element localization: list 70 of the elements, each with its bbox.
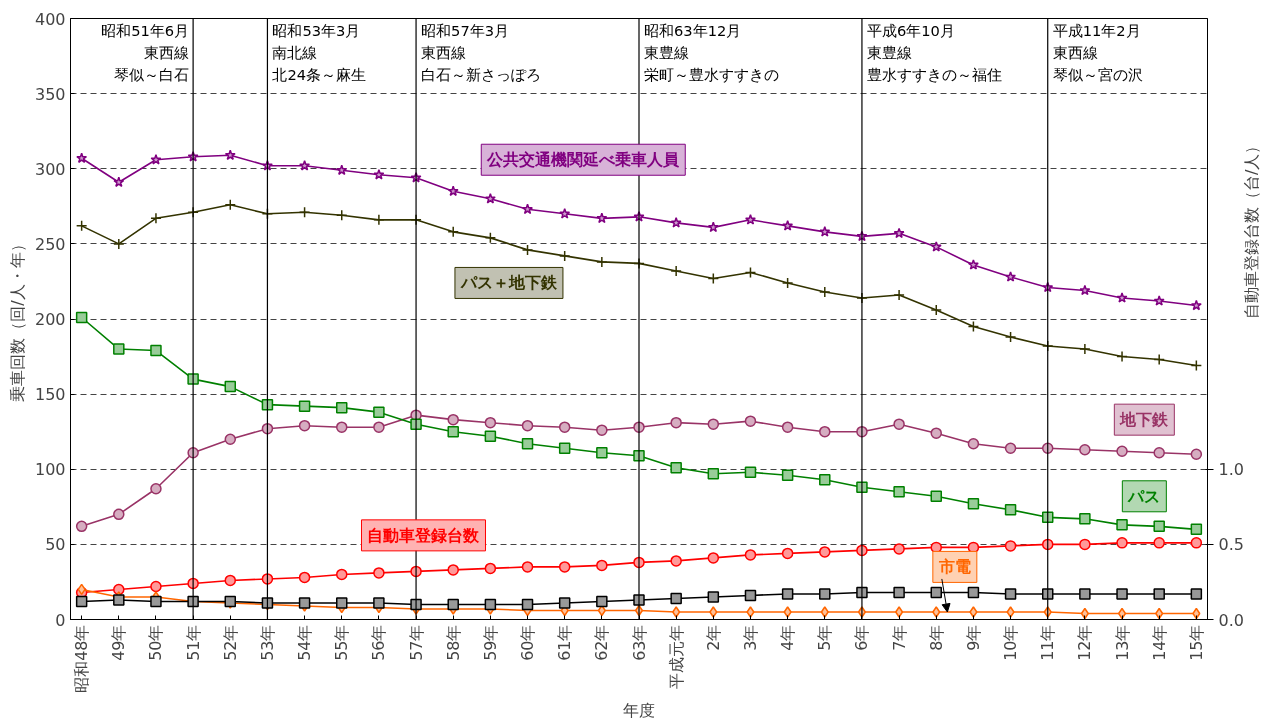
annotation: 琴似～白石 — [114, 65, 190, 83]
x-tick-label: 55年 — [332, 624, 352, 661]
x-tick-label: 52年 — [220, 624, 240, 661]
x-tick-label: 8年 — [926, 624, 946, 651]
x-tick-label: 49年 — [109, 624, 129, 661]
series-label: パス＋地下鉄 — [459, 273, 558, 293]
y2-tick-label: 0.5 — [1218, 535, 1244, 555]
x-tick-label: 60年 — [518, 624, 538, 661]
y-tick-label: 0 — [55, 610, 66, 630]
annotation: 東豊線 — [866, 43, 912, 61]
x-tick-label: 14年 — [1149, 624, 1169, 661]
y-axis-title: 乗車回数（回/人・年） — [7, 236, 27, 402]
annotation: 南北線 — [272, 43, 318, 61]
x-tick-label: 5年 — [815, 624, 835, 651]
annotation: 豊水すすきの～福住 — [866, 65, 1002, 83]
x-tick-label: 11年 — [1038, 624, 1058, 661]
ref-line-label: 平成6年10月 — [866, 21, 955, 39]
x-tick-label: 57年 — [406, 624, 426, 661]
x-tick-label: 13年 — [1112, 624, 1132, 661]
x-tick-label: 2年 — [703, 624, 723, 651]
x-tick-label: 58年 — [443, 624, 463, 661]
x-axis-title: 年度 — [623, 700, 655, 720]
series-label: 市電 — [937, 557, 971, 577]
annotation: 栄町～豊水すすきの — [644, 65, 779, 83]
x-tick-label: 4年 — [778, 624, 798, 651]
y-tick-label: 350 — [34, 84, 66, 104]
x-tick-label: 54年 — [295, 624, 315, 661]
x-tick-label: 平成元年 — [666, 624, 686, 689]
series-label: 自動車登録台数 — [367, 525, 481, 545]
y-tick-label: 50 — [45, 535, 66, 555]
x-tick-label: 昭和48年 — [72, 624, 92, 693]
annotation: 白石～新さっぽろ — [421, 65, 542, 83]
x-tick-label: 12年 — [1075, 624, 1095, 661]
y-tick-label: 400 — [34, 9, 66, 29]
annotation: 琴似～宮の沢 — [1052, 65, 1143, 83]
x-tick-label: 9年 — [963, 624, 983, 651]
x-tick-label: 61年 — [555, 624, 575, 661]
ref-line-label: 昭和51年6月 — [101, 21, 190, 39]
series-label: 公共交通機関延べ乗車人員 — [486, 150, 681, 170]
y-tick-label: 150 — [34, 385, 66, 405]
series-label: 地下鉄 — [1119, 410, 1170, 430]
annotation: 東西線 — [421, 43, 467, 61]
x-tick-label: 15年 — [1186, 624, 1206, 661]
x-tick-label: 59年 — [480, 624, 500, 661]
x-tick-label: 7年 — [889, 624, 909, 651]
x-tick-label: 3年 — [740, 624, 760, 651]
x-tick-label: 53年 — [257, 624, 277, 661]
y-tick-label: 300 — [34, 159, 66, 179]
y2-tick-label: 1.0 — [1218, 460, 1244, 480]
annotation: 東西線 — [1052, 43, 1098, 61]
y-tick-label: 100 — [34, 460, 66, 480]
x-tick-label: 62年 — [592, 624, 612, 661]
x-tick-label: 51年 — [183, 624, 203, 661]
x-tick-label: 63年 — [629, 624, 649, 661]
x-tick-label: 50年 — [146, 624, 166, 661]
x-tick-label: 6年 — [852, 624, 872, 651]
y2-axis-title: 自動車登録台数（台/人） — [1242, 137, 1262, 319]
x-tick-label: 10年 — [1001, 624, 1021, 661]
y-tick-label: 250 — [34, 234, 66, 254]
x-tick-label: 56年 — [369, 624, 389, 661]
annotation: 東豊線 — [644, 43, 689, 61]
y-tick-label: 200 — [34, 310, 66, 329]
ref-line-label: 昭和57年3月 — [421, 21, 510, 39]
y2-tick-label: 0.0 — [1218, 610, 1244, 630]
annotation: 北24条～麻生 — [272, 65, 367, 83]
ref-line-label: 昭和63年12月 — [644, 21, 742, 39]
ref-line-label: 平成11年2月 — [1052, 21, 1141, 39]
ref-line-label: 昭和53年3月 — [272, 21, 361, 39]
series-label: パス — [1127, 486, 1161, 506]
annotation: 東西線 — [144, 43, 190, 61]
